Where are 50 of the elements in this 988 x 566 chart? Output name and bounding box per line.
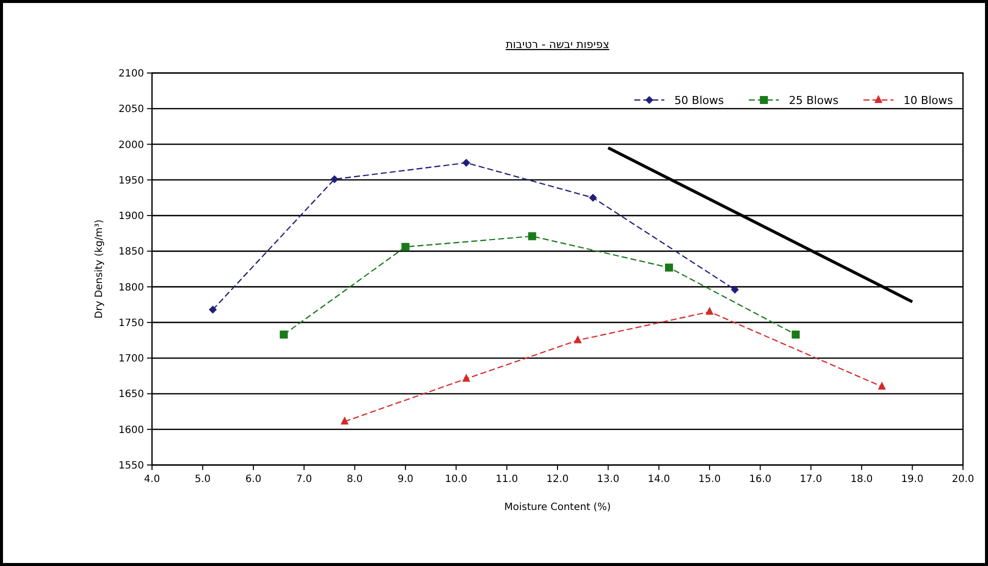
y-tick-label: 2050	[118, 104, 144, 116]
point	[706, 306, 714, 315]
y-tick-label: 2000	[118, 140, 144, 151]
x-tick-label: 7.0	[296, 474, 312, 485]
x-tick-label: 19.0	[901, 474, 924, 485]
x-axis-title: Moisture Content (%)	[504, 502, 611, 513]
point	[665, 264, 674, 272]
point	[401, 242, 410, 251]
x-tick-label: 6.0	[245, 474, 262, 485]
y-tick-label: 1650	[118, 389, 144, 400]
x-tick-label: 17.0	[800, 474, 822, 485]
y-axis-title: Dry Density (kg/m³)	[94, 219, 105, 319]
point	[528, 232, 536, 240]
y-tick-label: 1600	[118, 424, 144, 436]
legend-label: 10 Blows	[903, 94, 954, 107]
y-tick-label: 2100	[118, 68, 144, 80]
y-tick-label: 1700	[118, 354, 144, 365]
point	[792, 330, 800, 339]
x-tick-label: 12.0	[546, 474, 569, 485]
x-tick-label: 10.0	[444, 474, 468, 485]
point	[588, 194, 597, 202]
point	[878, 382, 886, 390]
x-tick-label: 16.0	[749, 474, 772, 485]
x-tick-label: 11.0	[496, 474, 518, 485]
point	[462, 374, 470, 382]
y-tick-label: 1550	[118, 460, 144, 472]
x-tick-label: 8.0	[346, 474, 363, 485]
point	[330, 175, 338, 184]
point	[462, 158, 470, 167]
x-tick-label: 15.0	[698, 474, 721, 485]
y-tick-label: 1950	[118, 175, 144, 186]
x-tick-label: 14.0	[648, 474, 670, 485]
point	[574, 335, 582, 344]
point	[340, 416, 349, 425]
legend-label: 25 Blows	[788, 94, 839, 107]
legend-label: 50 Blows	[674, 94, 724, 107]
x-tick-label: 9.0	[397, 474, 414, 485]
y-tick-label: 1800	[118, 282, 144, 294]
point	[730, 286, 739, 294]
chart-title: צפיפות יבשה - רטיבות	[506, 38, 610, 51]
point	[208, 306, 217, 314]
y-tick-label: 1900	[118, 211, 144, 222]
x-tick-label: 4.0	[144, 474, 160, 485]
y-tick-label: 1750	[118, 318, 144, 329]
y-tick-label: 1850	[118, 246, 144, 258]
x-tick-label: 18.0	[850, 474, 873, 485]
x-tick-label: 20.0	[952, 474, 974, 485]
x-tick-label: 5.0	[194, 474, 211, 485]
x-tick-label: 13.0	[597, 474, 620, 485]
point	[280, 330, 288, 339]
